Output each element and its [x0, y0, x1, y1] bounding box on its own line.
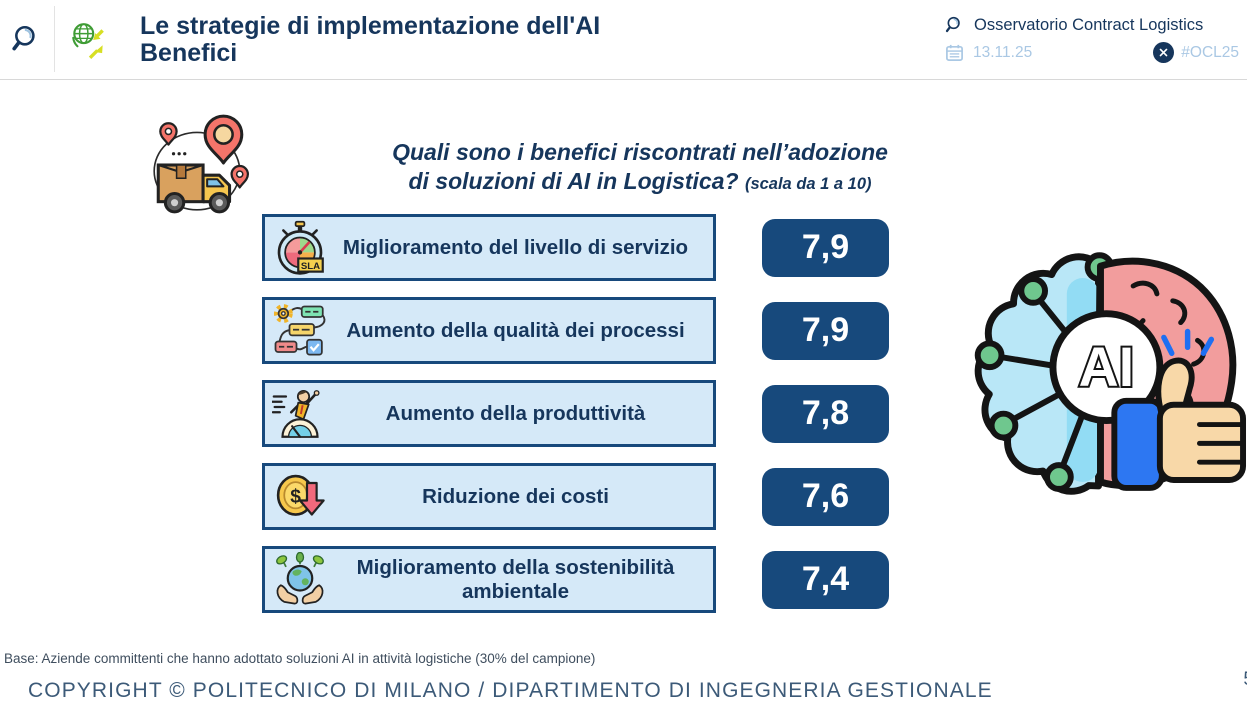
benefit-box: Riduzione dei costi	[262, 463, 716, 530]
osservatori-logo-cell	[0, 6, 55, 72]
sustainability-icon	[272, 552, 328, 608]
question-line2: di soluzioni di AI in Logistica? (scala …	[290, 167, 990, 196]
title-block: Le strategie di implementazione dell'AI …	[140, 13, 600, 67]
benefit-score-badge: 7,6	[762, 467, 889, 526]
event-hashtag: #OCL25	[1181, 43, 1239, 61]
svg-text:AI: AI	[1079, 336, 1134, 398]
org-name: Osservatorio Contract Logistics	[974, 15, 1204, 34]
magnifier-small-icon	[945, 15, 965, 35]
scale-note: (scala da 1 a 10)	[744, 174, 872, 193]
benefit-score-badge: 7,9	[762, 301, 889, 360]
benefit-label: Miglioramento del livello di servizio	[342, 235, 689, 259]
base-note: Base: Aziende committenti che hanno adot…	[4, 651, 596, 666]
x-social-icon	[1153, 42, 1175, 63]
benefit-score-badge: 7,9	[762, 218, 889, 277]
magnifier-logo-icon	[11, 23, 43, 55]
benefit-row: Aumento della qualità dei processi 7,9	[262, 297, 889, 364]
benefit-row: Riduzione dei costi 7,6	[262, 463, 889, 530]
benefit-score-badge: 7,4	[762, 550, 889, 609]
slide-subtitle: Benefici	[140, 39, 238, 67]
delivery-truck-icon	[153, 114, 250, 214]
contract-logistics-globe-icon	[68, 20, 110, 62]
benefit-box: Aumento della qualità dei processi	[262, 297, 716, 364]
benefit-label: Miglioramento della sostenibilità ambien…	[356, 556, 675, 603]
event-date: 13.11.25	[973, 43, 1033, 61]
meta-row: 13.11.25 #OCL25	[945, 42, 1239, 63]
benefit-box: Miglioramento del livello di servizio	[262, 214, 716, 281]
page-number: 5	[1243, 669, 1247, 691]
process-quality-icon	[272, 303, 328, 359]
benefit-row: Miglioramento del livello di servizio 7,…	[262, 214, 889, 281]
benefit-box: Miglioramento della sostenibilità ambien…	[262, 546, 716, 613]
slide-title: Le strategie di implementazione dell'AI	[140, 12, 601, 40]
ai-brain-thumbs-up-illustration: AI	[974, 252, 1247, 495]
org-row: Osservatorio Contract Logistics	[945, 15, 1239, 35]
benefit-box: Aumento della produttività	[262, 380, 716, 447]
cost-reduction-icon	[272, 469, 328, 525]
benefit-row: Miglioramento della sostenibilità ambien…	[262, 546, 889, 613]
productivity-runner-icon	[272, 386, 328, 442]
benefit-label: Aumento della produttività	[385, 401, 646, 425]
sla-stopwatch-icon	[272, 220, 328, 276]
calendar-icon	[945, 43, 964, 62]
benefit-score-badge: 7,8	[762, 384, 889, 443]
copyright: COPYRIGHT © POLITECNICO DI MILANO / DIPA…	[28, 679, 993, 702]
benefits-list: Miglioramento del livello di servizio 7,…	[262, 214, 889, 613]
question-line1: Quali sono i benefici riscontrati nell’a…	[392, 139, 888, 165]
benefit-label: Riduzione dei costi	[422, 484, 609, 508]
question-line2-text: di soluzioni di AI in Logistica?	[408, 167, 739, 194]
benefit-row: Aumento della produttività 7,8	[262, 380, 889, 447]
question-title: Quali sono i benefici riscontrati nell’a…	[290, 138, 990, 196]
header: Le strategie di implementazione dell'AI …	[0, 0, 1247, 80]
benefit-label: Aumento della qualità dei processi	[346, 318, 685, 342]
header-right: Osservatorio Contract Logistics 13.11.25…	[945, 15, 1239, 63]
